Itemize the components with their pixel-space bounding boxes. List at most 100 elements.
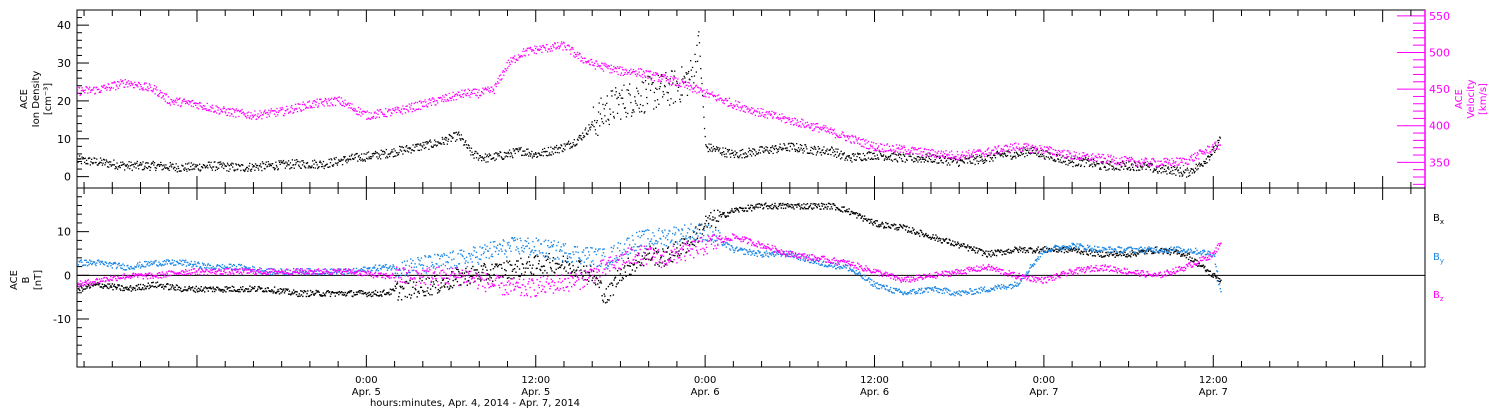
b-point-bx [707, 217, 709, 219]
density-point [437, 141, 440, 143]
density-point [211, 167, 213, 169]
velocity-point [589, 64, 591, 66]
b-point-bx [503, 262, 505, 264]
b-point-bx [791, 204, 794, 206]
density-point [158, 164, 160, 166]
velocity-point [698, 91, 701, 93]
velocity-point [954, 157, 957, 160]
b-point-bx [912, 229, 914, 232]
density-point [130, 161, 132, 163]
velocity-point [834, 137, 837, 139]
b-point-bx [463, 272, 466, 274]
b-point-bx [657, 263, 659, 266]
velocity-point [957, 154, 959, 156]
velocity-point [639, 68, 642, 70]
density-point [132, 163, 135, 166]
b-point-bx [477, 271, 480, 274]
velocity-point [1120, 161, 1122, 164]
density-point [948, 157, 950, 159]
velocity-point [873, 149, 875, 152]
density-point [431, 146, 433, 148]
density-point [462, 138, 464, 141]
velocity-point [418, 100, 420, 102]
density-point [108, 166, 110, 168]
b-point-bx [573, 269, 575, 271]
density-point [1198, 163, 1200, 166]
velocity-point [816, 126, 818, 128]
density-point [726, 149, 729, 151]
velocity-point [814, 123, 816, 125]
density-point [447, 138, 450, 140]
velocity-point [1164, 157, 1166, 160]
velocity-point [771, 110, 773, 112]
b-point-bx [106, 287, 108, 289]
density-point [817, 146, 819, 148]
density-point [695, 61, 697, 63]
density-point [178, 170, 180, 172]
velocity-point [1020, 150, 1022, 152]
velocity-point [174, 99, 177, 101]
velocity-point [1080, 157, 1082, 160]
b-point-bx [672, 261, 674, 263]
b-point-bx [887, 225, 890, 228]
b-point-bx [830, 203, 832, 205]
velocity-point [606, 66, 608, 68]
velocity-point [211, 104, 213, 106]
velocity-point [651, 77, 653, 79]
velocity-point [315, 101, 318, 103]
b-point-bx [333, 292, 336, 294]
density-point [455, 131, 457, 133]
velocity-point [989, 154, 991, 156]
b-point-bx [834, 204, 836, 207]
velocity-point [280, 109, 282, 111]
velocity-point [159, 89, 161, 92]
b-point-bx [415, 281, 418, 284]
velocity-point [646, 75, 649, 78]
b-point-bx [778, 203, 780, 205]
density-point [630, 101, 632, 104]
velocity-point [1076, 158, 1078, 160]
density-point [209, 164, 211, 166]
density-point [922, 157, 924, 159]
density-point [263, 167, 265, 170]
density-point [573, 144, 575, 146]
velocity-point [912, 147, 915, 149]
density-point [830, 154, 832, 156]
density-point [1187, 169, 1189, 171]
density-point [82, 158, 84, 160]
velocity-point [538, 49, 541, 51]
velocity-point [927, 152, 929, 154]
velocity-point [1093, 157, 1095, 160]
density-point [724, 156, 726, 158]
density-point [1194, 171, 1196, 173]
density-point [456, 134, 459, 136]
velocity-point [472, 92, 474, 95]
density-point [583, 136, 586, 138]
velocity-point [134, 81, 136, 83]
b-point-bx [923, 235, 925, 238]
density-point [347, 158, 349, 160]
velocity-point [605, 63, 607, 66]
velocity-point [347, 103, 349, 105]
b-point-bx [780, 207, 782, 209]
b-point-bx [412, 281, 415, 283]
b-point-bx [273, 286, 276, 288]
velocity-point [241, 108, 243, 111]
velocity-point [801, 123, 803, 125]
b-point-bx [799, 208, 802, 210]
velocity-point [985, 153, 988, 155]
density-point [945, 159, 948, 162]
density-point [313, 163, 315, 165]
velocity-point [379, 109, 381, 111]
velocity-point [510, 57, 512, 59]
b-point-bx [645, 254, 648, 256]
velocity-point [622, 68, 624, 71]
velocity-point [789, 118, 791, 120]
velocity-point [964, 158, 966, 160]
velocity-point [115, 84, 117, 86]
velocity-point [911, 146, 913, 148]
velocity-point [557, 42, 559, 44]
velocity-point [743, 110, 745, 112]
density-point [113, 159, 115, 161]
